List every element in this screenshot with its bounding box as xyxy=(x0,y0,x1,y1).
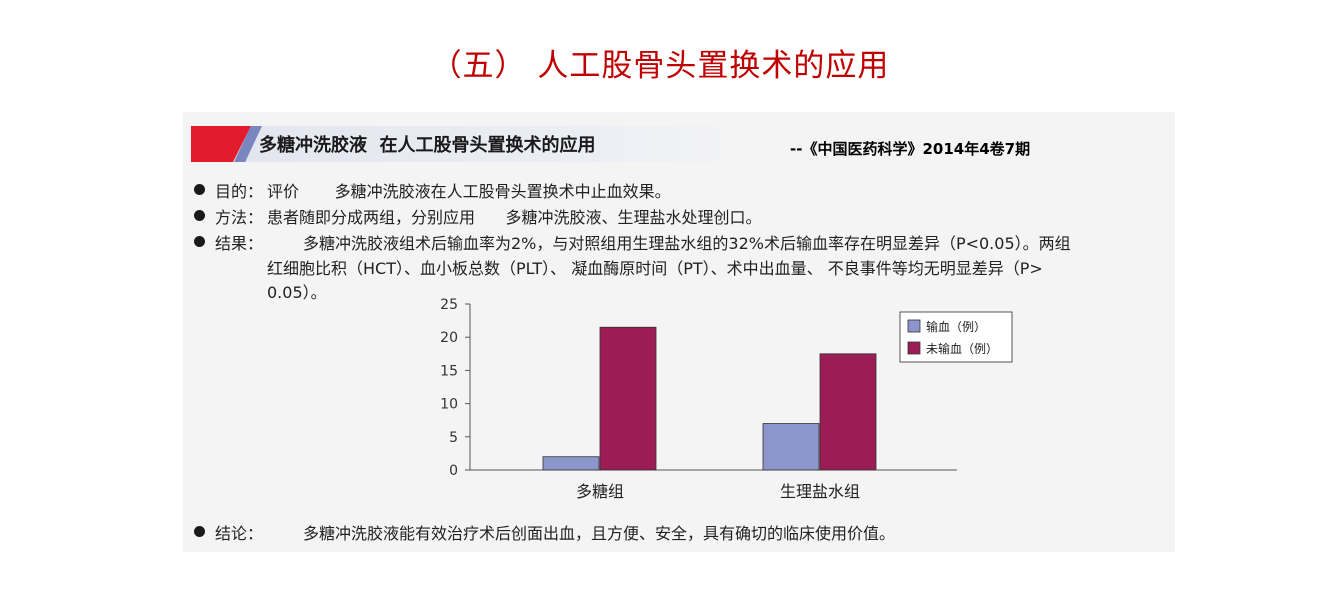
bullet-icon xyxy=(194,210,205,221)
legend-label: 输血（例） xyxy=(926,319,986,334)
y-tick-label: 5 xyxy=(449,430,458,446)
result-line-3: 0.05）。 xyxy=(267,283,327,302)
bar-not-transfused xyxy=(819,353,877,471)
article-banner xyxy=(191,126,751,162)
bar-transfused xyxy=(542,456,600,471)
result-line-2: 红细胞比积（HCT）、血小板总数（PLT）、 凝血酶原时间（PT）、术中出血量、… xyxy=(267,259,1043,278)
goal-text: 评价 多糖冲洗胶液在人工股骨头置换术中止血效果。 xyxy=(267,182,671,201)
banner-title: 多糖冲洗胶液 在人工股骨头置换术的应用 xyxy=(259,135,596,156)
source-citation: --《中国医药科学》2014年4卷7期 xyxy=(790,140,1031,158)
y-tick-label: 0 xyxy=(449,463,458,479)
method-label: 方法： xyxy=(215,208,264,227)
x-category-label: 多糖组 xyxy=(576,482,624,501)
y-tick-label: 25 xyxy=(440,297,458,313)
conclusion-label: 结论： xyxy=(215,524,264,543)
slide-title: （五） 人工股骨头置换术的应用 xyxy=(430,48,890,84)
bar-transfused xyxy=(762,423,820,471)
method-text: 患者随即分成两组，分别应用 多糖冲洗胶液、生理盐水处理创口。 xyxy=(267,208,762,227)
legend-swatch xyxy=(907,341,921,355)
bullet-icon xyxy=(194,526,205,537)
legend-label: 未输血（例） xyxy=(926,341,998,356)
bar-chart: 0 5 10 15 20 25 多糖组 生理盐水组 输血（例） 未输血（例） xyxy=(440,297,1013,501)
y-tick-label: 20 xyxy=(440,330,458,346)
bullet-icon xyxy=(194,236,205,247)
result-line-1: 多糖冲洗胶液组术后输血率为2%，与对照组用生理盐水组的32%术后输血率存在明显差… xyxy=(303,234,1071,253)
y-tick-label: 10 xyxy=(440,397,458,413)
goal-label: 目的： xyxy=(215,182,264,201)
legend-swatch xyxy=(907,319,921,333)
x-category-label: 生理盐水组 xyxy=(780,482,860,501)
transfusion-chart: 0 5 10 15 20 25 多糖组 生理盐水组 输血（例） 未输血（例） xyxy=(420,290,1020,510)
conclusion-text: 多糖冲洗胶液能有效治疗术后创面出血，且方便、安全，具有确切的临床使用价值。 xyxy=(303,524,896,543)
bullet-icon xyxy=(194,184,205,195)
y-tick-label: 15 xyxy=(440,363,458,379)
result-label: 结果： xyxy=(215,234,264,253)
bar-not-transfused xyxy=(599,326,657,471)
